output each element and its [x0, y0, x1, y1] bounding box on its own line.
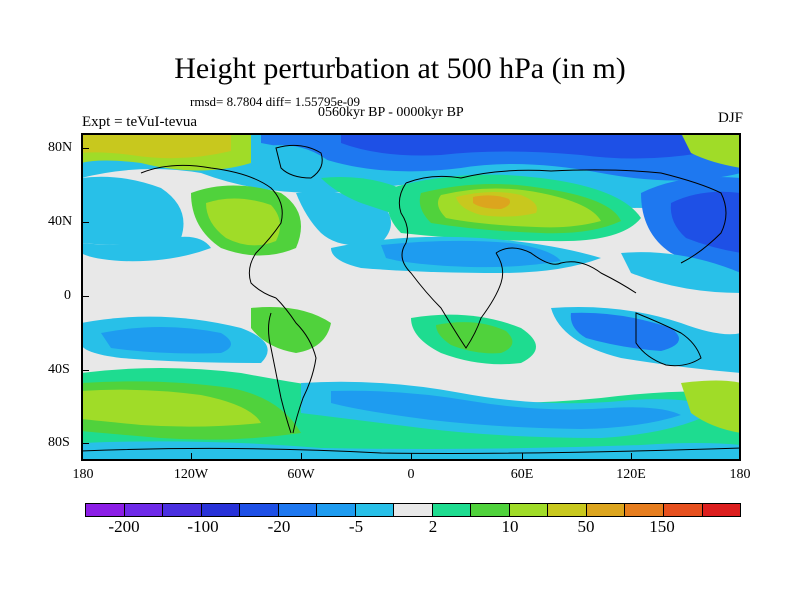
colorbar-swatch [240, 504, 279, 516]
contour-subtropical-light-blue-2 [621, 252, 741, 293]
lon-label-120w: 120W [173, 467, 209, 482]
contour-south-mid-blue [331, 390, 681, 429]
contour-nw-pacific-olive [681, 133, 741, 168]
experiment-label: Expt = teVuI-tevua [82, 114, 198, 130]
map-area [81, 133, 741, 461]
colorbar-label: -200 [108, 517, 140, 536]
colorbar-label: 50 [577, 517, 595, 536]
lat-tick [81, 148, 89, 149]
lat-label-80n: 80N [48, 140, 73, 155]
contour-south-atlantic-green [436, 322, 513, 354]
colorbar-swatch [394, 504, 433, 516]
colorbar-label: 150 [649, 517, 675, 536]
colorbar-swatch [702, 504, 741, 516]
colorbar-label: -5 [348, 517, 364, 536]
colorbar-swatch [124, 504, 164, 516]
contour-south-indian-blue [570, 312, 679, 351]
colorbar-label: 10 [501, 517, 519, 536]
contour-subtropical-blue [381, 240, 561, 268]
contour-greenland-light-blue [256, 145, 331, 172]
colorbar-swatch [548, 504, 587, 516]
lon-tick [301, 453, 302, 461]
colorbar-swatch [625, 504, 664, 516]
lat-tick [81, 296, 89, 297]
colorbar-swatch [163, 504, 202, 516]
lat-label-80s: 80S [48, 435, 70, 450]
plot-title: Height perturbation at 500 hPa (in m) [174, 52, 626, 85]
colorbar-swatch [586, 504, 626, 516]
lat-label-40s: 40S [48, 362, 70, 377]
contour-arctic-deep-blue [341, 133, 701, 159]
contour-nw-pacific-deep-blue [670, 191, 741, 253]
colorbar-label: -20 [267, 517, 291, 536]
lon-tick [411, 453, 412, 461]
contour-north-america-yellow-green [206, 198, 280, 246]
contour-eurasia-orange [473, 195, 510, 209]
lon-label-180w: 180 [72, 467, 94, 482]
colorbar-swatch [509, 504, 549, 516]
contour-pacific-light-blue-2 [81, 236, 211, 262]
contour-antarctic-light-blue [81, 441, 741, 461]
lon-label-60w: 60W [287, 467, 315, 482]
lon-label-60e: 60E [510, 467, 534, 482]
colorbar-swatch [471, 504, 510, 516]
colorbar-swatch [432, 504, 472, 516]
season-label: DJF [717, 110, 743, 126]
lon-tick [522, 453, 523, 461]
colorbar [85, 503, 741, 517]
lon-label-0: 0 [407, 467, 415, 482]
lon-tick [191, 453, 192, 461]
lon-label-120e: 120E [616, 467, 646, 482]
lat-tick [81, 443, 89, 444]
coastlines [81, 144, 741, 454]
contour-south-pacific-blue [101, 327, 231, 354]
lat-label-40n: 40N [48, 214, 73, 229]
colorbar-swatch [663, 504, 703, 516]
colorbar-label: 2 [428, 517, 438, 536]
colorbar-swatch [317, 504, 356, 516]
period-subtitle: 0560kyr BP - 0000kyr BP [318, 105, 464, 120]
colorbar-swatch [201, 504, 241, 516]
lat-label-equator: 0 [64, 288, 71, 303]
colorbar-swatch [355, 504, 395, 516]
contour-field [81, 133, 741, 461]
colorbar-label: -100 [187, 517, 219, 536]
contour-south-america-green [251, 307, 331, 353]
contour-atlantic-light-blue [296, 191, 391, 246]
contour-south-right-green [681, 380, 741, 433]
contour-aleutian-olive [81, 133, 231, 159]
colorbar-swatch [278, 504, 318, 516]
rmsd-diff-subtitle: rmsd= 8.7804 diff= 1.55795e-09 [190, 94, 361, 109]
contour-south-yellow-green [81, 389, 261, 427]
contour-pacific-light-blue-1 [81, 176, 184, 245]
lon-label-180e: 180 [729, 467, 751, 482]
lat-tick [81, 370, 89, 371]
lon-tick [631, 453, 632, 461]
lat-tick [81, 222, 89, 223]
colorbar-swatch [86, 504, 125, 516]
